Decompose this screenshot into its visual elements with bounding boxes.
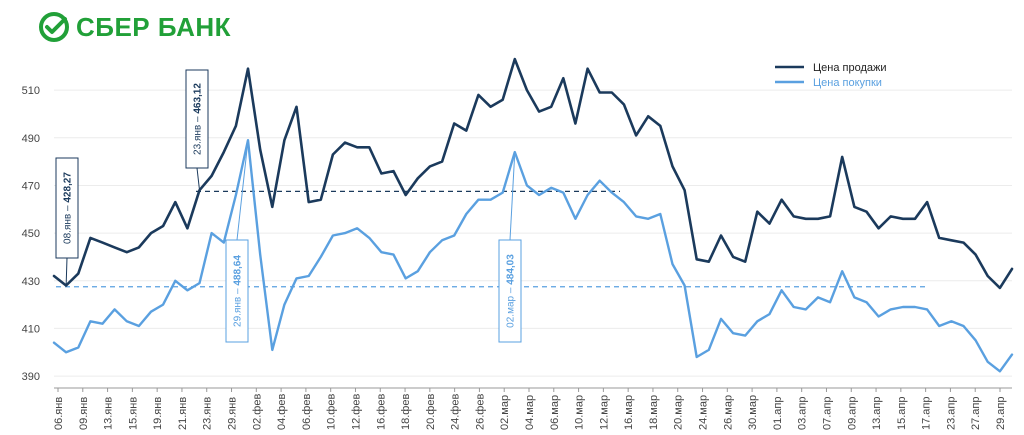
annotation-leader bbox=[196, 167, 201, 191]
annotation-date: 29.янв bbox=[233, 297, 244, 327]
y-tick-label: 410 bbox=[22, 323, 40, 335]
x-tick-label: 01.апр bbox=[772, 397, 784, 430]
annotation-value: 484,03 bbox=[506, 254, 517, 285]
annotation-value: 428,27 bbox=[63, 172, 74, 203]
x-tick-label: 24.фев bbox=[450, 394, 462, 430]
legend: Цена продажи Цена покупки bbox=[775, 62, 887, 89]
x-axis: 06.янв 09.янв 13.янв 15.янв 19.янв 21.янв 23.я… bbox=[53, 387, 1012, 430]
annotation: 02.мар – 484,03 bbox=[498, 152, 522, 343]
x-tick-label: 09.янв bbox=[78, 397, 90, 430]
annotation-leader bbox=[236, 140, 249, 241]
x-tick-label: 30.мар bbox=[747, 395, 759, 430]
x-tick-label: 29.янв bbox=[227, 397, 239, 430]
x-tick-label: 15.апр bbox=[896, 397, 908, 430]
annotation: 08.янв – 428,27 bbox=[55, 157, 79, 286]
annotation-text: 08.янв – 428,27 bbox=[63, 172, 74, 244]
chart-grid bbox=[54, 89, 1012, 377]
x-tick-label: 21.янв bbox=[177, 397, 189, 430]
y-tick-label: 390 bbox=[22, 371, 40, 383]
annotation-value: 463,12 bbox=[193, 83, 204, 114]
x-tick-label: 19.янв bbox=[152, 397, 164, 430]
annotation-box bbox=[498, 239, 522, 343]
annotation-leader bbox=[65, 257, 68, 286]
x-tick-label: 12.фев bbox=[350, 394, 362, 430]
x-tick-label: 13.янв bbox=[103, 397, 115, 430]
sber-logo: СБЕР БАНК bbox=[38, 8, 231, 46]
x-tick-label: 07.апр bbox=[821, 397, 833, 430]
x-tick-label: 27.апр bbox=[970, 397, 982, 430]
annotation-date: 08.янв bbox=[63, 214, 74, 244]
y-tick-label: 490 bbox=[22, 133, 40, 145]
annotation-value: 488,64 bbox=[233, 255, 244, 286]
series-lines bbox=[52, 57, 1014, 373]
x-tick-label: 24.мар bbox=[698, 395, 710, 430]
annotation-sep: – bbox=[233, 286, 244, 297]
y-tick-label: 470 bbox=[22, 180, 40, 192]
x-tick-label: 03.апр bbox=[797, 397, 809, 430]
legend-label: Цена продажи bbox=[813, 62, 887, 74]
annotation-box bbox=[55, 157, 79, 259]
annotation-leader bbox=[509, 152, 516, 241]
x-tick-label: 02.фев bbox=[251, 394, 263, 430]
x-tick-label: 12.мар bbox=[598, 395, 610, 430]
annotation-sep: – bbox=[193, 114, 204, 125]
reference-lines bbox=[56, 190, 925, 288]
y-axis: 390 410 430 450 470 490 510 bbox=[22, 85, 40, 383]
annotation: 29.янв – 488,64 bbox=[225, 140, 249, 343]
annotation-sep: – bbox=[63, 203, 74, 214]
annotation-text: 02.мар – 484,03 bbox=[506, 254, 517, 328]
x-tick-label: 04.мар bbox=[524, 395, 536, 430]
x-tick-label: 18.фев bbox=[400, 394, 412, 430]
x-tick-label: 15.янв bbox=[127, 397, 139, 430]
x-tick-label: 29.апр bbox=[995, 397, 1007, 430]
x-tick-label: 13.апр bbox=[871, 397, 883, 430]
annotation-sep: – bbox=[506, 285, 517, 296]
annotation-date: 23.янв bbox=[193, 125, 204, 155]
y-tick-label: 510 bbox=[22, 85, 40, 97]
x-tick-label: 17.апр bbox=[921, 397, 933, 430]
x-tick-label: 10.фев bbox=[326, 394, 338, 430]
y-tick-label: 430 bbox=[22, 276, 40, 288]
x-tick-label: 23.апр bbox=[945, 397, 957, 430]
brand-name: СБЕР БАНК bbox=[76, 11, 231, 42]
annotation-box bbox=[225, 239, 249, 343]
x-tick-label: 23.янв bbox=[202, 397, 214, 430]
x-tick-label: 06.янв bbox=[53, 397, 65, 430]
x-tick-label: 06.фев bbox=[301, 394, 313, 430]
x-tick-label: 10.мар bbox=[574, 395, 586, 430]
legend-label: Цена покупки bbox=[813, 77, 882, 89]
x-tick-label: 16.мар bbox=[623, 395, 635, 430]
x-tick-label: 20.фев bbox=[425, 394, 437, 430]
annotation-text: 29.янв – 488,64 bbox=[233, 255, 244, 327]
series-line bbox=[52, 57, 1014, 290]
x-tick-label: 02.мар bbox=[499, 395, 511, 430]
x-tick-label: 06.мар bbox=[549, 395, 561, 430]
y-tick-label: 450 bbox=[22, 228, 40, 240]
annotation-date: 02.мар bbox=[506, 295, 517, 327]
x-tick-label: 20.мар bbox=[673, 395, 685, 430]
x-tick-label: 16.фев bbox=[375, 394, 387, 430]
x-tick-label: 18.мар bbox=[648, 395, 660, 430]
annotation-text: 23.янв – 463,12 bbox=[193, 83, 204, 155]
x-tick-label: 26.мар bbox=[722, 395, 734, 430]
annotation: 23.янв – 463,12 bbox=[185, 69, 209, 191]
annotation-box bbox=[185, 69, 209, 169]
x-tick-label: 26.фев bbox=[474, 394, 486, 430]
x-tick-label: 09.апр bbox=[846, 397, 858, 430]
sber-logo-icon bbox=[39, 12, 69, 42]
annotations: 08.янв – 428,27 23.янв – 463,12 29.янв – 4… bbox=[55, 69, 522, 343]
x-tick-label: 04.фев bbox=[276, 394, 288, 430]
series-line bbox=[52, 138, 1014, 373]
